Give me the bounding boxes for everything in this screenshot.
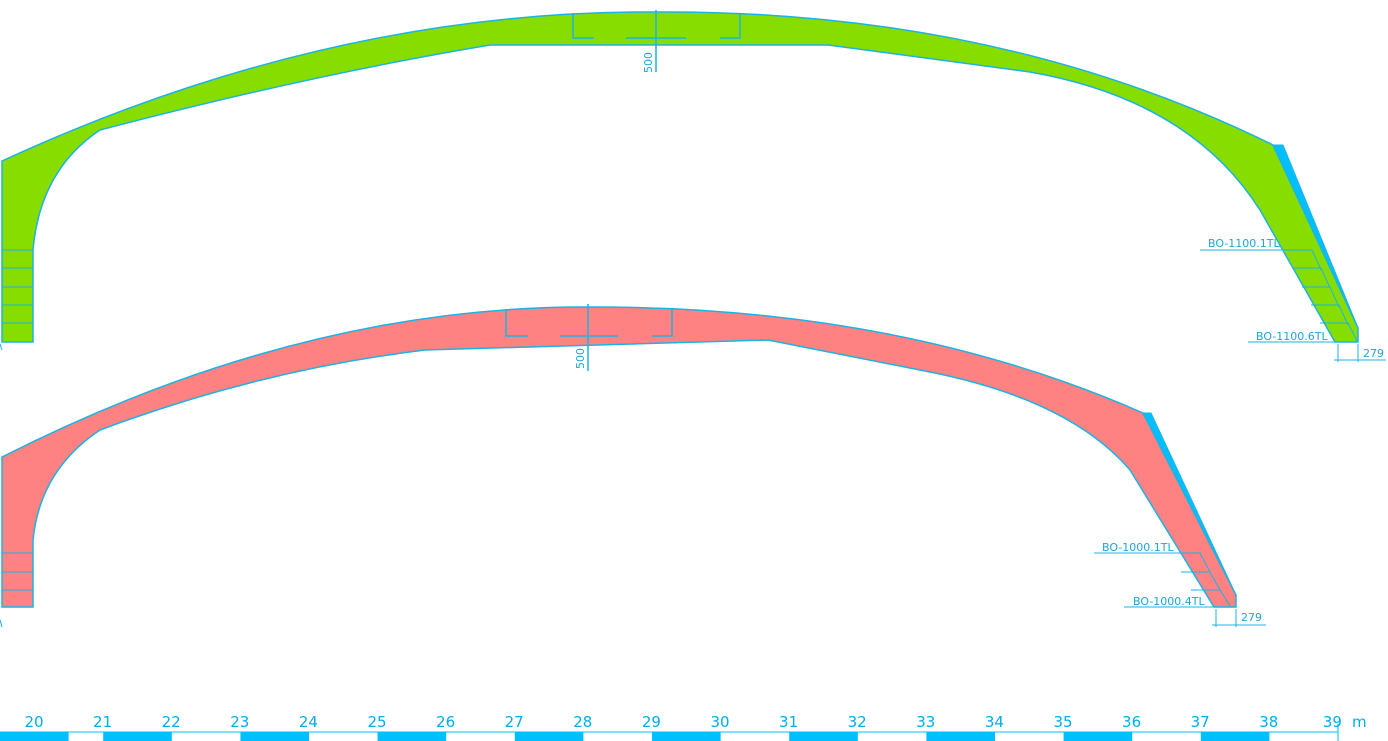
scale-number: 25 bbox=[367, 713, 386, 731]
scale-number: 27 bbox=[505, 713, 524, 731]
top-arch-left-joints bbox=[2, 249, 33, 324]
bottom-arch-label-last: BO-1000.4TL bbox=[1124, 595, 1214, 608]
top-arch-body bbox=[1, 11, 1359, 343]
top-arch-right-joints bbox=[1283, 249, 1358, 342]
scale-number: 30 bbox=[710, 713, 729, 731]
scale-block bbox=[926, 732, 995, 741]
scale-number: 34 bbox=[985, 713, 1004, 731]
bottom-arch-right-joints bbox=[1171, 552, 1231, 607]
scale-number: 33 bbox=[916, 713, 935, 731]
bottom-arch-center-dimension: 500 bbox=[574, 348, 587, 369]
scale-number: 22 bbox=[162, 713, 181, 731]
bottom-arch-left-joints bbox=[2, 552, 33, 591]
scale-number: 36 bbox=[1122, 713, 1141, 731]
scale-number: 20 bbox=[24, 713, 43, 731]
scale-number: 38 bbox=[1259, 713, 1278, 731]
scale-bar: m 20 21 22 23 24 25 26 27 28 29 30 31 32 33 34 35 36 37 38… bbox=[0, 713, 1367, 741]
bottom-arch-end-dimension-text: 279 bbox=[1241, 611, 1262, 624]
top-arch-label-last-text: BO-1100.6TL bbox=[1256, 330, 1328, 343]
top-arch-center-dimension: 500 bbox=[642, 52, 655, 73]
scale-number: 39 bbox=[1323, 713, 1342, 731]
scale-number: 28 bbox=[573, 713, 592, 731]
scale-number: 21 bbox=[93, 713, 112, 731]
top-arch-end-dimension-text: 279 bbox=[1363, 347, 1384, 360]
scale-number: 29 bbox=[642, 713, 661, 731]
scale-unit: m bbox=[1352, 713, 1367, 731]
bottom-arch-label-first-text: BO-1000.1TL bbox=[1102, 541, 1174, 554]
bottom-arch-end-dimension: 279 bbox=[1212, 609, 1266, 627]
scale-number: 35 bbox=[1053, 713, 1072, 731]
scale-block bbox=[240, 732, 309, 741]
top-arch-center-box bbox=[572, 10, 741, 72]
scale-block bbox=[789, 732, 858, 741]
bottom-arch-body bbox=[1, 306, 1237, 608]
left-edge-tick-bottom bbox=[0, 619, 3, 628]
top-arch bbox=[1, 10, 1359, 343]
bottom-arch-label-last-text: BO-1000.4TL bbox=[1133, 595, 1205, 608]
scale-number: 24 bbox=[299, 713, 318, 731]
scale-block bbox=[1200, 732, 1270, 741]
scale-number: 32 bbox=[848, 713, 867, 731]
scale-block bbox=[1063, 732, 1133, 741]
scale-block bbox=[0, 732, 69, 741]
scale-block bbox=[377, 732, 447, 741]
scale-number: 26 bbox=[436, 713, 455, 731]
bottom-arch-label-first: BO-1000.1TL bbox=[1094, 541, 1174, 554]
scale-block bbox=[514, 732, 584, 741]
top-arch-label-first: BO-1100.1TL bbox=[1200, 237, 1283, 251]
scale-number: 37 bbox=[1191, 713, 1210, 731]
scale-block bbox=[103, 732, 172, 741]
bottom-arch bbox=[1, 304, 1237, 608]
top-arch-label-last: BO-1100.6TL bbox=[1248, 330, 1335, 343]
left-edge-tick-top bbox=[0, 343, 3, 351]
top-arch-end-dimension: 279 bbox=[1334, 344, 1386, 362]
scale-number: 31 bbox=[779, 713, 798, 731]
scale-number: 23 bbox=[230, 713, 249, 731]
scale-block bbox=[652, 732, 721, 741]
top-arch-label-first-text: BO-1100.1TL bbox=[1208, 237, 1280, 250]
bottom-arch-center-box bbox=[505, 304, 673, 371]
